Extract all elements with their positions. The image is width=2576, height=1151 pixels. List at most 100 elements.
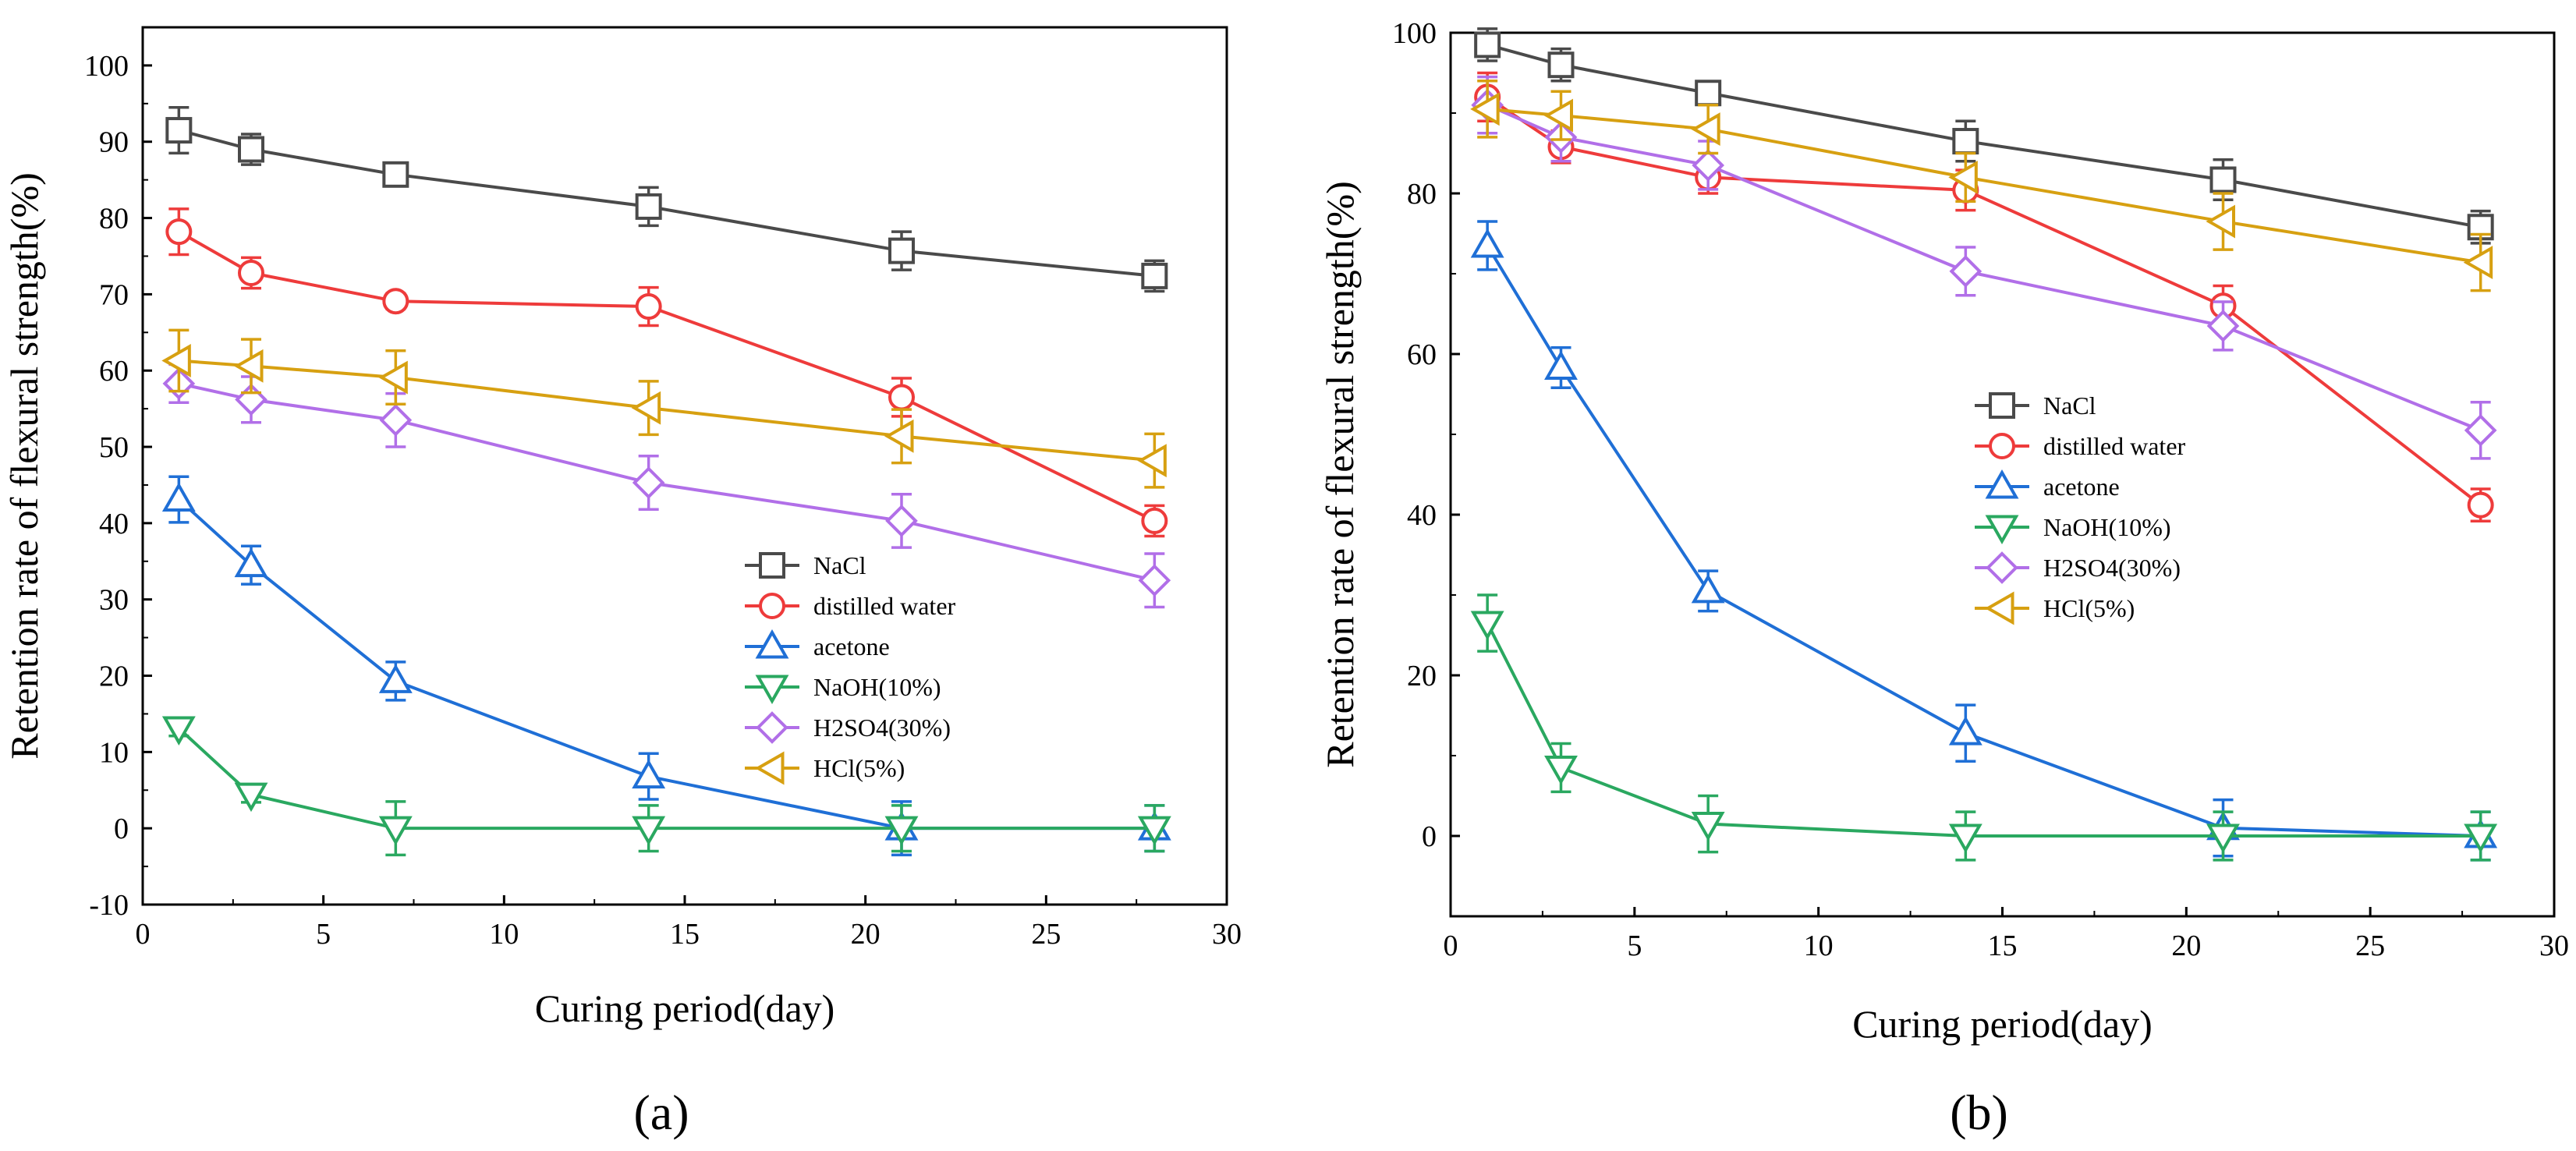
data-point — [379, 403, 413, 437]
data-point — [1141, 262, 1168, 289]
legend-label: distilled water — [2043, 432, 2186, 460]
panel-b-y-axis-label: Retention rate of flexural strength(%) — [1318, 181, 1362, 768]
data-point — [165, 117, 193, 144]
panel-a-x-tick-label: 10 — [489, 918, 519, 951]
data-point — [1691, 812, 1725, 841]
panel-a-y-tick-label: 80 — [99, 203, 129, 236]
data-point — [2464, 823, 2498, 854]
panel-a-x-tick-label: 25 — [1031, 918, 1061, 951]
data-point — [165, 218, 193, 246]
legend-label: HCl(5%) — [2043, 594, 2135, 622]
legend-marker — [755, 675, 789, 705]
data-point — [2206, 204, 2235, 239]
data-point — [378, 360, 408, 395]
data-point — [1544, 755, 1578, 785]
data-point — [888, 384, 915, 411]
data-point — [1474, 31, 1501, 58]
data-point — [2209, 166, 2237, 193]
data-point — [378, 664, 413, 693]
data-point — [1952, 128, 1979, 155]
data-point — [635, 293, 662, 321]
data-point — [382, 161, 409, 188]
legend-marker — [755, 629, 789, 659]
legend-marker — [1984, 591, 2014, 625]
series-line — [178, 230, 1156, 522]
data-point — [885, 505, 918, 537]
panel-a-y-tick-label: 20 — [99, 660, 129, 693]
panel-b-panel-label: (b) — [1950, 1085, 2008, 1140]
panel-b-y-tick-label: 60 — [1407, 338, 1437, 371]
data-point — [631, 391, 661, 425]
panel-b-y-tick-label: 0 — [1422, 820, 1437, 853]
legend-marker — [1986, 551, 2018, 584]
data-point — [1544, 350, 1578, 381]
panel-b-x-tick-label: 25 — [2355, 930, 2385, 962]
data-point — [884, 419, 914, 453]
data-point — [1470, 611, 1504, 641]
data-point — [1948, 160, 1978, 194]
panel-a-series-5 — [161, 328, 1167, 489]
panel-a-y-tick-label: 90 — [99, 126, 129, 159]
panel-a: 0 5 10 15 20 25 30-100102030405060708090100Cur… — [2, 26, 1242, 1140]
data-point — [1691, 112, 1720, 147]
panel-a-y-tick-label: 40 — [99, 508, 129, 540]
panel-a-x-tick-label: 15 — [670, 918, 700, 951]
panel-b-x-tick-label: 20 — [2171, 930, 2201, 962]
series-line — [1486, 103, 2482, 432]
data-point — [635, 193, 662, 220]
data-point — [238, 260, 264, 286]
data-point — [1948, 823, 1982, 854]
data-point — [2464, 414, 2497, 447]
data-point — [233, 349, 264, 383]
series-line — [178, 381, 1155, 583]
panel-b-y-tick-label: 40 — [1407, 499, 1437, 532]
data-point — [1695, 80, 1722, 107]
panel-b-y-tick-label: 100 — [1392, 17, 1437, 50]
legend-label: NaOH(10%) — [813, 673, 941, 701]
data-point — [161, 482, 196, 512]
panel-a-series-0 — [165, 105, 1168, 293]
series-line — [1486, 244, 2481, 838]
data-point — [884, 816, 919, 846]
legend-marker — [759, 552, 785, 579]
series-line — [1486, 622, 2481, 838]
legend-marker — [759, 593, 785, 619]
panel-a-y-tick-label: 30 — [99, 584, 129, 617]
panel-a-y-axis-label: Retention rate of flexural strength(%) — [2, 172, 46, 760]
panel-a-y-tick-label: 0 — [114, 813, 129, 845]
panel-a-y-tick-label: -10 — [89, 889, 129, 922]
data-point — [1470, 92, 1500, 126]
data-point — [382, 288, 409, 315]
data-point — [2206, 823, 2240, 854]
data-point — [234, 782, 268, 813]
legend-label: H2SO4(30%) — [2043, 554, 2181, 582]
panel-b-series-1 — [1474, 71, 2494, 522]
panel-b-x-tick-label: 15 — [1988, 930, 2018, 962]
panel-b-x-tick-label: 0 — [1444, 930, 1458, 962]
data-point — [1691, 573, 1725, 604]
panel-a-series-3 — [161, 716, 1171, 857]
panel-a-y-tick-label: 10 — [99, 736, 129, 769]
data-point — [1543, 98, 1573, 133]
panel-b-series-3 — [1470, 593, 2498, 862]
panel-b-x-axis-label: Curing period(day) — [1852, 1002, 2153, 1046]
panel-b-x-tick-label: 30 — [2539, 930, 2569, 962]
legend-label: acetone — [2043, 473, 2120, 501]
panel-b-x-tick-label: 10 — [1804, 930, 1834, 962]
panel-a-x-tick-label: 5 — [316, 918, 331, 951]
series-line — [178, 129, 1155, 278]
data-point — [632, 816, 666, 846]
panel-a-x-tick-label: 20 — [851, 918, 881, 951]
data-point — [632, 466, 665, 499]
panel-b-y-tick-label: 20 — [1407, 660, 1437, 692]
legend-marker — [1989, 433, 2015, 459]
panel-b-series-0 — [1474, 27, 2494, 245]
data-point — [2463, 246, 2493, 280]
series-line — [177, 727, 1155, 830]
data-point — [2467, 491, 2494, 519]
legend-label: NaCl — [813, 551, 866, 579]
legend-marker — [1985, 469, 2019, 499]
data-point — [1692, 149, 1724, 182]
data-point — [1138, 564, 1171, 597]
data-point — [1547, 51, 1575, 79]
